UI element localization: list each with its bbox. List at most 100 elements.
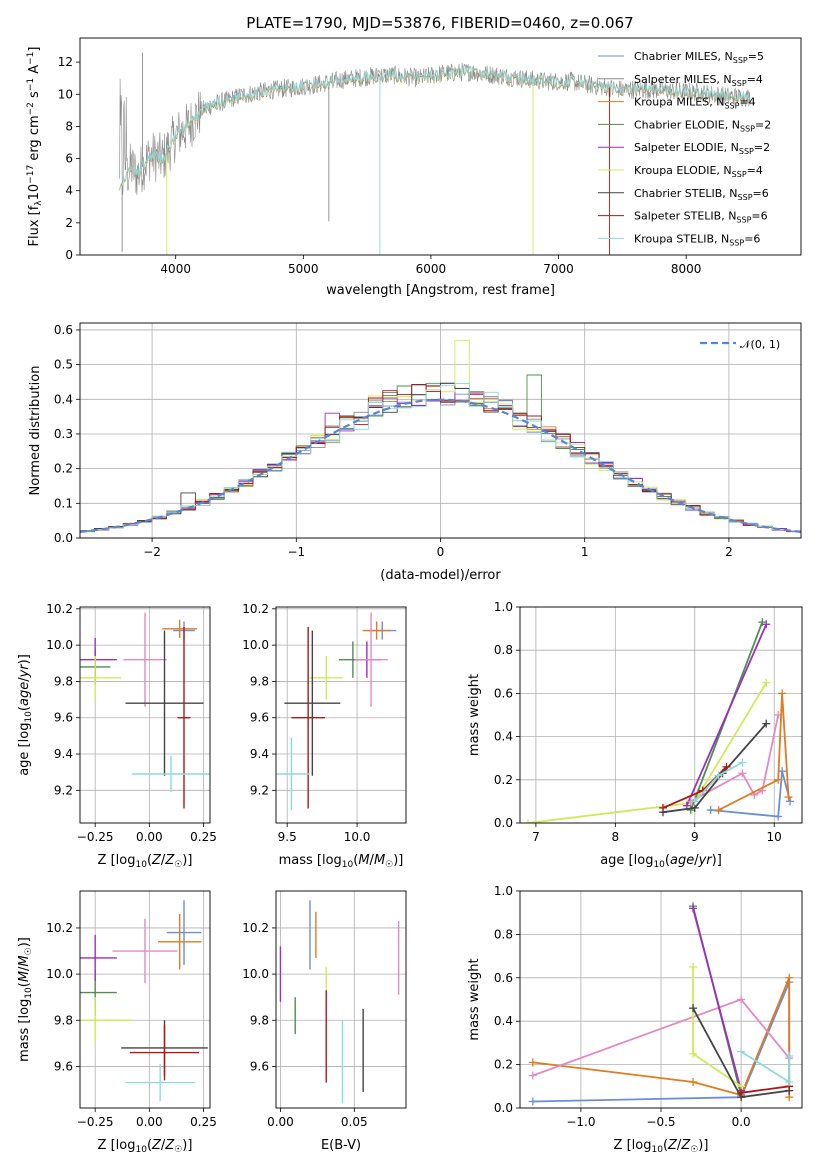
x-tick-label: 2 <box>725 545 733 559</box>
y-tick-label: 0.0 <box>494 816 513 830</box>
y-axis-label: age [log10(age/yr)] <box>17 654 34 776</box>
y-tick-label: 0.5 <box>54 358 73 372</box>
x-tick-label: −0.5 <box>646 1115 675 1129</box>
x-tick-label: 4000 <box>160 262 191 276</box>
y-tick-label: 10.0 <box>242 967 269 981</box>
y-tick-label: 9.4 <box>250 747 269 761</box>
legend-equals: = <box>753 187 762 200</box>
y-tick-label: 10 <box>58 87 73 101</box>
legend-entry-name: Kroupa STELIB, N <box>634 232 729 245</box>
x-tick-label: 7 <box>532 830 540 844</box>
legend-entry-name: Chabrier STELIB, N <box>634 187 738 200</box>
x-tick-label: 5000 <box>288 262 319 276</box>
weight-series-line <box>662 723 767 814</box>
y-axis-label: Flux [fλ10−17 erg cm−2 s−1 A−1] <box>26 47 44 247</box>
legend-equals: = <box>747 164 756 177</box>
weight-series-line <box>692 908 742 1091</box>
y-tick-label: 0.4 <box>494 730 513 744</box>
y-tick-label: 0.6 <box>494 971 513 985</box>
y-tick-label: 0.3 <box>54 427 73 441</box>
x-axis-label: E(B-V) <box>321 1138 361 1153</box>
y-tick-label: 0.0 <box>494 1101 513 1115</box>
x-tick-label: 8000 <box>671 262 702 276</box>
y-tick-label: 9.6 <box>54 711 73 725</box>
y-axis-label: mass weight <box>467 958 482 1040</box>
y-tick-label: 0.2 <box>54 462 73 476</box>
y-tick-label: 12 <box>58 55 73 69</box>
weight-series-line <box>740 1085 790 1094</box>
legend-equals: = <box>739 96 748 109</box>
x-tick-label: 0.0 <box>732 1115 751 1129</box>
plot-content <box>528 902 794 1106</box>
y-tick-label: 9.8 <box>250 1013 269 1027</box>
legend-entry-label: 𝒩(0, 1) <box>740 338 780 351</box>
legend-entry-name: Salpeter ELODIE, N <box>634 141 739 154</box>
x-tick-label: 10 <box>767 830 782 844</box>
legend-subscript: SSP <box>729 238 744 247</box>
histogram-series <box>80 383 801 532</box>
weight-series-line <box>718 693 790 811</box>
y-tick-label: 0.4 <box>494 1014 513 1028</box>
legend-subscript: SSP <box>740 124 755 133</box>
legend-entry-count: 2 <box>763 141 770 154</box>
y-tick-label: 10.2 <box>46 602 73 616</box>
x-axis-label: Z [log10(Z/Z☉)] <box>614 1138 709 1155</box>
legend-entry-name: Salpeter STELIB, N <box>634 210 736 223</box>
x-axis-label: Z [log10(Z/Z☉)] <box>98 1138 193 1155</box>
gaussian-reference-curve <box>80 398 801 533</box>
y-tick-label: 2 <box>65 216 73 230</box>
legend-subscript: SSP <box>736 216 751 225</box>
axes-frame <box>275 890 407 1109</box>
y-tick-label: 10.0 <box>242 638 269 652</box>
y-axis-label: mass weight <box>467 674 482 756</box>
y-tick-label: 0.1 <box>54 496 73 510</box>
legend-entry-count: 4 <box>756 164 763 177</box>
legend-subscript: SSP <box>732 170 747 179</box>
plot-mass-vs-ebv: 0.00 0.05 9.6 9.8 10.0 10.2 E(B-V) <box>242 890 407 1153</box>
legend-entry-label: Kroupa ELODIE, NSSP=4 <box>634 164 763 179</box>
y-tick-label: 6 <box>65 152 73 166</box>
plot-age-vs-Z: −0.25 0.00 0.25 9.2 9.4 9.6 9.8 10.0 10.2 Z [log1… <box>17 602 217 870</box>
y-tick-label: 8 <box>65 119 73 133</box>
legend-subscript: SSP <box>739 147 754 156</box>
y-axis-label: Normed distribution <box>28 366 43 496</box>
x-tick-label: 6000 <box>416 262 447 276</box>
model-spectrum-line <box>119 65 750 190</box>
x-tick-label: 0.00 <box>267 1115 294 1129</box>
legend-entry-label: Chabrier ELODIE, NSSP=2 <box>634 118 771 133</box>
legend-entry-label: Salpeter STELIB, NSSP=6 <box>634 210 768 225</box>
x-tick-label: 0.25 <box>190 1115 217 1129</box>
y-tick-label: 10.2 <box>242 921 269 935</box>
y-tick-label: 9.6 <box>54 1059 73 1073</box>
y-tick-label: 9.8 <box>54 674 73 688</box>
legend-entry-count: 4 <box>749 96 756 109</box>
plot-content <box>80 612 210 809</box>
x-tick-label: −2 <box>143 545 161 559</box>
legend-equals: = <box>755 118 764 131</box>
weight-series-line <box>710 770 791 818</box>
y-tick-label: 1.0 <box>494 600 513 614</box>
x-tick-label: 7000 <box>543 262 574 276</box>
legend-entry-count: 6 <box>761 210 768 223</box>
figure-title: PLATE=1790, MJD=53876, FIBERID=0460, z=0… <box>246 14 633 32</box>
legend-entry-label: Kroupa MILES, NSSP=4 <box>634 96 756 111</box>
y-tick-label: 9.6 <box>250 1059 269 1073</box>
x-axis-label: mass [log10(M/M☉)] <box>279 853 404 870</box>
axes-frame <box>519 606 803 824</box>
y-tick-label: 10.0 <box>46 638 73 652</box>
plot-content <box>80 339 801 533</box>
y-tick-label: 9.8 <box>54 1013 73 1027</box>
legend-entry-name: Chabrier MILES, N <box>634 50 733 63</box>
legend-subscript: SSP <box>738 193 753 202</box>
y-tick-label: 10.0 <box>46 967 73 981</box>
y-tick-label: 0 <box>65 248 73 262</box>
legend-entry-label: Salpeter MILES, NSSP=4 <box>634 73 763 88</box>
plot-content <box>119 52 751 255</box>
y-tick-label: 0.6 <box>54 323 73 337</box>
x-tick-label: 1 <box>581 545 589 559</box>
legend-entry-count: 4 <box>756 73 763 86</box>
legend-entry-name: Chabrier ELODIE, N <box>634 118 740 131</box>
weight-series-line <box>685 623 768 807</box>
legend-equals: = <box>751 210 760 223</box>
